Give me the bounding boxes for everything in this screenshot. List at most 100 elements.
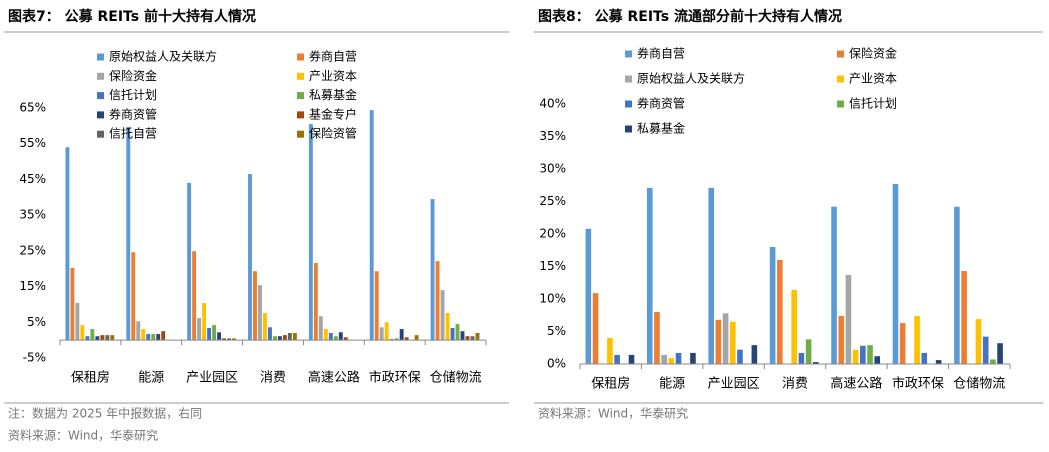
bar (151, 334, 156, 341)
y-tick-label: -5% (23, 351, 46, 365)
y-tick-label: 35% (19, 208, 46, 222)
legend-swatch (97, 111, 104, 119)
bar (248, 174, 252, 341)
legend-label: 保险资金 (849, 46, 897, 61)
bar (838, 315, 845, 364)
bar (470, 336, 475, 341)
bar (217, 332, 222, 341)
bar (812, 362, 819, 364)
legend-swatch (837, 50, 844, 58)
bar (628, 354, 635, 364)
x-tick-label: 市政环保 (892, 376, 944, 392)
bar (394, 338, 399, 341)
legend-label: 原始权益人及关联方 (637, 71, 745, 86)
bar (798, 352, 805, 364)
bar (136, 321, 141, 341)
bar (668, 358, 675, 364)
bar (708, 187, 714, 364)
bar (404, 337, 409, 341)
bar (343, 337, 348, 341)
bar (592, 293, 599, 364)
bar (75, 303, 80, 341)
bar (614, 354, 620, 364)
x-tick-label: 仓储物流 (430, 371, 482, 386)
bar (85, 336, 90, 341)
legend-swatch (97, 92, 104, 100)
bar (65, 147, 70, 341)
bar (450, 328, 455, 341)
y-tick-label: 15% (539, 259, 566, 273)
bar (646, 187, 653, 364)
legend-label: 保险资管 (309, 126, 357, 141)
bar (769, 247, 776, 364)
bar (232, 338, 236, 341)
bar (737, 349, 743, 364)
x-tick-label: 能源 (138, 371, 164, 386)
bar (70, 268, 75, 341)
bar (961, 271, 967, 364)
y-tick-label: 5% (547, 324, 566, 338)
bar (374, 271, 379, 341)
legend-swatch (297, 53, 304, 61)
bar (100, 335, 105, 341)
bar (690, 352, 696, 364)
note: 资料来源：Wind，华泰研究 (8, 428, 158, 443)
bar (197, 318, 202, 341)
bar (202, 303, 207, 341)
bar (997, 343, 1003, 364)
legend-swatch (97, 72, 104, 80)
bar (308, 124, 313, 341)
legend-label: 基金专户 (309, 106, 357, 121)
legend-label: 券商自营 (637, 46, 685, 61)
x-tick-label: 消费 (260, 371, 286, 386)
bar (328, 333, 333, 341)
legend-swatch (837, 100, 844, 108)
bar (715, 319, 722, 364)
legend-swatch (297, 111, 304, 119)
bar (751, 345, 758, 364)
bar (110, 335, 115, 341)
legend-label: 私募基金 (309, 87, 357, 102)
bar (282, 335, 287, 341)
bar (874, 356, 881, 364)
bar (475, 333, 480, 341)
legend-label: 券商资管 (637, 96, 685, 111)
bar (187, 183, 192, 341)
bar (222, 338, 227, 341)
bar (273, 336, 277, 341)
legend-swatch (625, 125, 632, 133)
bar (414, 335, 419, 341)
bar (318, 316, 323, 341)
bar (161, 331, 166, 341)
legend-label: 信托计划 (109, 88, 157, 102)
x-tick-label: 产业园区 (708, 377, 760, 392)
bar (323, 329, 328, 341)
y-tick-label: 20% (539, 227, 566, 241)
bar (654, 312, 660, 364)
bar (777, 260, 783, 364)
legend-label: 信托自营 (109, 127, 157, 141)
bar (791, 289, 798, 364)
x-tick-label: 保租房 (71, 370, 110, 386)
y-tick-label: 10% (539, 292, 566, 306)
legend-swatch (625, 50, 632, 58)
x-tick-label: 高速公路 (308, 370, 360, 386)
y-tick-label: 25% (539, 194, 566, 208)
y-tick-label: 0% (547, 357, 566, 371)
x-tick-label: 仓储物流 (953, 377, 1005, 392)
y-tick-label: 25% (19, 243, 46, 257)
bar (455, 324, 460, 341)
bar (399, 329, 404, 341)
bar (80, 325, 85, 341)
bar (141, 329, 146, 341)
note: 注：数据为 2025 年中报数据，右同 (8, 406, 202, 421)
bar (263, 313, 267, 341)
bar (852, 349, 859, 364)
bar (805, 339, 812, 364)
bar (914, 315, 920, 364)
bar (369, 110, 374, 341)
bar (831, 206, 837, 364)
chart-title: 图表7： 公募 REITs 前十大持有人情况 (8, 8, 256, 25)
bar (313, 263, 318, 341)
bar (722, 313, 729, 364)
